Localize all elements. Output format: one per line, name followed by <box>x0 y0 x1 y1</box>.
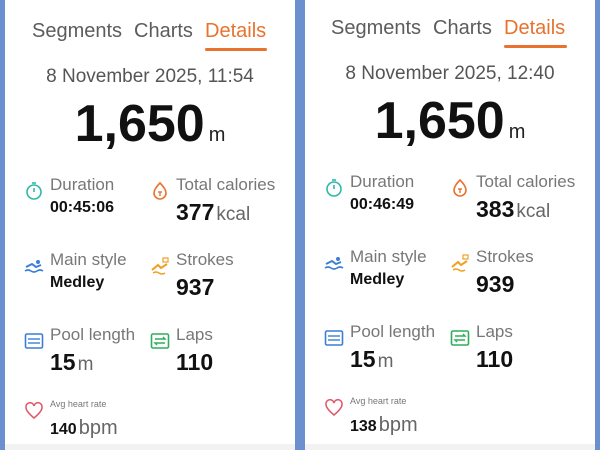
main-style-label: Main style <box>350 247 427 266</box>
active-tab-indicator <box>205 48 267 51</box>
metric-main-style: Main style Medley <box>324 247 464 297</box>
avg-heart-rate-label: Avg heart rate <box>350 396 407 406</box>
metric-duration: Duration 00:45:06 <box>24 175 164 225</box>
workout-details-panel-right: Segments Charts Details 8 November 2025,… <box>305 0 595 450</box>
metric-avg-heart-rate: Avg heart rate 138 bpm <box>324 392 464 442</box>
pool-icon <box>324 330 344 346</box>
workout-details-panel-left: Segments Charts Details 8 November 2025,… <box>5 0 295 450</box>
tab-segments[interactable]: Segments <box>32 20 123 42</box>
stopwatch-icon <box>26 182 42 200</box>
tab-charts[interactable]: Charts <box>134 20 193 42</box>
pool-length-unit: m <box>77 354 94 375</box>
metric-calories: Total calories 383 kcal <box>450 172 590 222</box>
pool-length-value-wrap: 15 m <box>50 349 93 376</box>
distance-display: 1,650 m <box>5 94 295 154</box>
avg-heart-rate-value: 138 <box>350 418 377 435</box>
metric-main-style: Main style Medley <box>24 250 164 300</box>
duration-value: 00:45:06 <box>50 199 115 216</box>
pool-length-label: Pool length <box>350 322 436 341</box>
heart-icon <box>325 398 343 417</box>
duration-value: 00:46:49 <box>350 196 415 213</box>
swimmer-icon <box>24 260 44 273</box>
strokes-value-wrap: 939 <box>476 271 514 298</box>
laps-icon <box>150 333 170 349</box>
main-style-value: Medley <box>350 271 405 288</box>
bottom-strip <box>305 444 595 450</box>
tab-bar: Segments Charts Details <box>305 17 595 50</box>
main-style-value-wrap: Medley <box>350 271 404 289</box>
pool-length-label: Pool length <box>50 325 136 344</box>
workout-date: 8 November 2025, 12:40 <box>345 63 555 84</box>
laps-icon <box>450 330 470 346</box>
avg-heart-rate-unit: bpm <box>378 414 418 436</box>
distance-unit: m <box>508 121 526 143</box>
workout-date: 8 November 2025, 11:54 <box>46 66 254 87</box>
metric-laps: Laps 110 <box>450 322 590 372</box>
strokes-value: 937 <box>176 274 215 300</box>
strokes-value: 939 <box>476 271 515 297</box>
laps-label: Laps <box>176 325 213 344</box>
distance-unit: m <box>208 124 226 146</box>
tab-segments[interactable]: Segments <box>331 17 422 39</box>
calories-label: Total calories <box>176 175 276 194</box>
metric-pool-length: Pool length 15 m <box>324 322 464 372</box>
calories-unit: kcal <box>516 201 551 222</box>
metric-laps: Laps 110 <box>150 325 290 375</box>
calories-value-wrap: 377 kcal <box>176 199 250 226</box>
strokes-label: Strokes <box>176 250 234 269</box>
metric-strokes: Strokes 939 <box>450 247 590 297</box>
duration-value-wrap: 00:45:06 <box>50 199 114 217</box>
pool-length-value-wrap: 15 m <box>350 346 393 373</box>
bottom-strip <box>5 444 295 450</box>
laps-value: 110 <box>476 346 514 372</box>
calories-value-wrap: 383 kcal <box>476 196 550 223</box>
duration-label: Duration <box>50 175 115 194</box>
stopwatch-icon <box>326 179 342 197</box>
pool-length-value: 15 <box>50 349 76 375</box>
calories-unit: kcal <box>216 204 251 225</box>
heart-icon <box>25 401 43 420</box>
main-style-value: Medley <box>50 274 105 291</box>
laps-label: Laps <box>476 322 513 341</box>
avg-heart-rate-unit: bpm <box>78 417 118 439</box>
laps-value: 110 <box>176 349 214 375</box>
active-tab-indicator <box>504 45 567 48</box>
strokes-label: Strokes <box>476 247 534 266</box>
pool-icon <box>24 333 44 349</box>
metric-pool-length: Pool length 15 m <box>24 325 164 375</box>
tab-charts[interactable]: Charts <box>433 17 492 39</box>
metric-strokes: Strokes 937 <box>150 250 290 300</box>
laps-value-wrap: 110 <box>476 346 513 373</box>
tab-details[interactable]: Details <box>504 17 566 39</box>
distance-display: 1,650 m <box>305 91 595 151</box>
calories-value: 377 <box>176 199 215 225</box>
pool-length-unit: m <box>377 351 394 372</box>
avg-heart-rate-value-wrap: 138 bpm <box>350 414 418 437</box>
avg-heart-rate-label: Avg heart rate <box>50 399 107 409</box>
calories-value: 383 <box>476 196 515 222</box>
stroke-counter-icon <box>151 257 169 275</box>
main-style-label: Main style <box>50 250 127 269</box>
tab-bar: Segments Charts Details <box>5 20 295 51</box>
tab-details[interactable]: Details <box>205 20 267 42</box>
distance-value: 1,650 <box>374 92 505 150</box>
flame-icon <box>153 181 167 200</box>
main-style-value-wrap: Medley <box>50 274 104 292</box>
stroke-counter-icon <box>451 254 469 272</box>
avg-heart-rate-value-wrap: 140 bpm <box>50 417 118 440</box>
flame-icon <box>453 178 467 197</box>
strokes-value-wrap: 937 <box>176 274 214 301</box>
calories-label: Total calories <box>476 172 576 191</box>
swimmer-icon <box>324 257 344 270</box>
duration-value-wrap: 00:46:49 <box>350 196 414 214</box>
laps-value-wrap: 110 <box>176 349 213 376</box>
metric-avg-heart-rate: Avg heart rate 140 bpm <box>24 395 164 445</box>
pool-length-value: 15 <box>350 346 376 372</box>
metric-duration: Duration 00:46:49 <box>324 172 464 222</box>
metric-calories: Total calories 377 kcal <box>150 175 290 225</box>
avg-heart-rate-value: 140 <box>50 421 77 438</box>
duration-label: Duration <box>350 172 415 191</box>
distance-value: 1,650 <box>74 95 205 153</box>
